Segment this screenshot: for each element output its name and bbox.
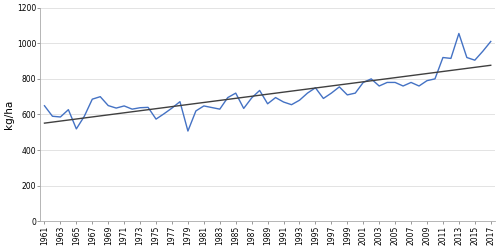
Y-axis label: kg/ha: kg/ha — [4, 100, 14, 129]
